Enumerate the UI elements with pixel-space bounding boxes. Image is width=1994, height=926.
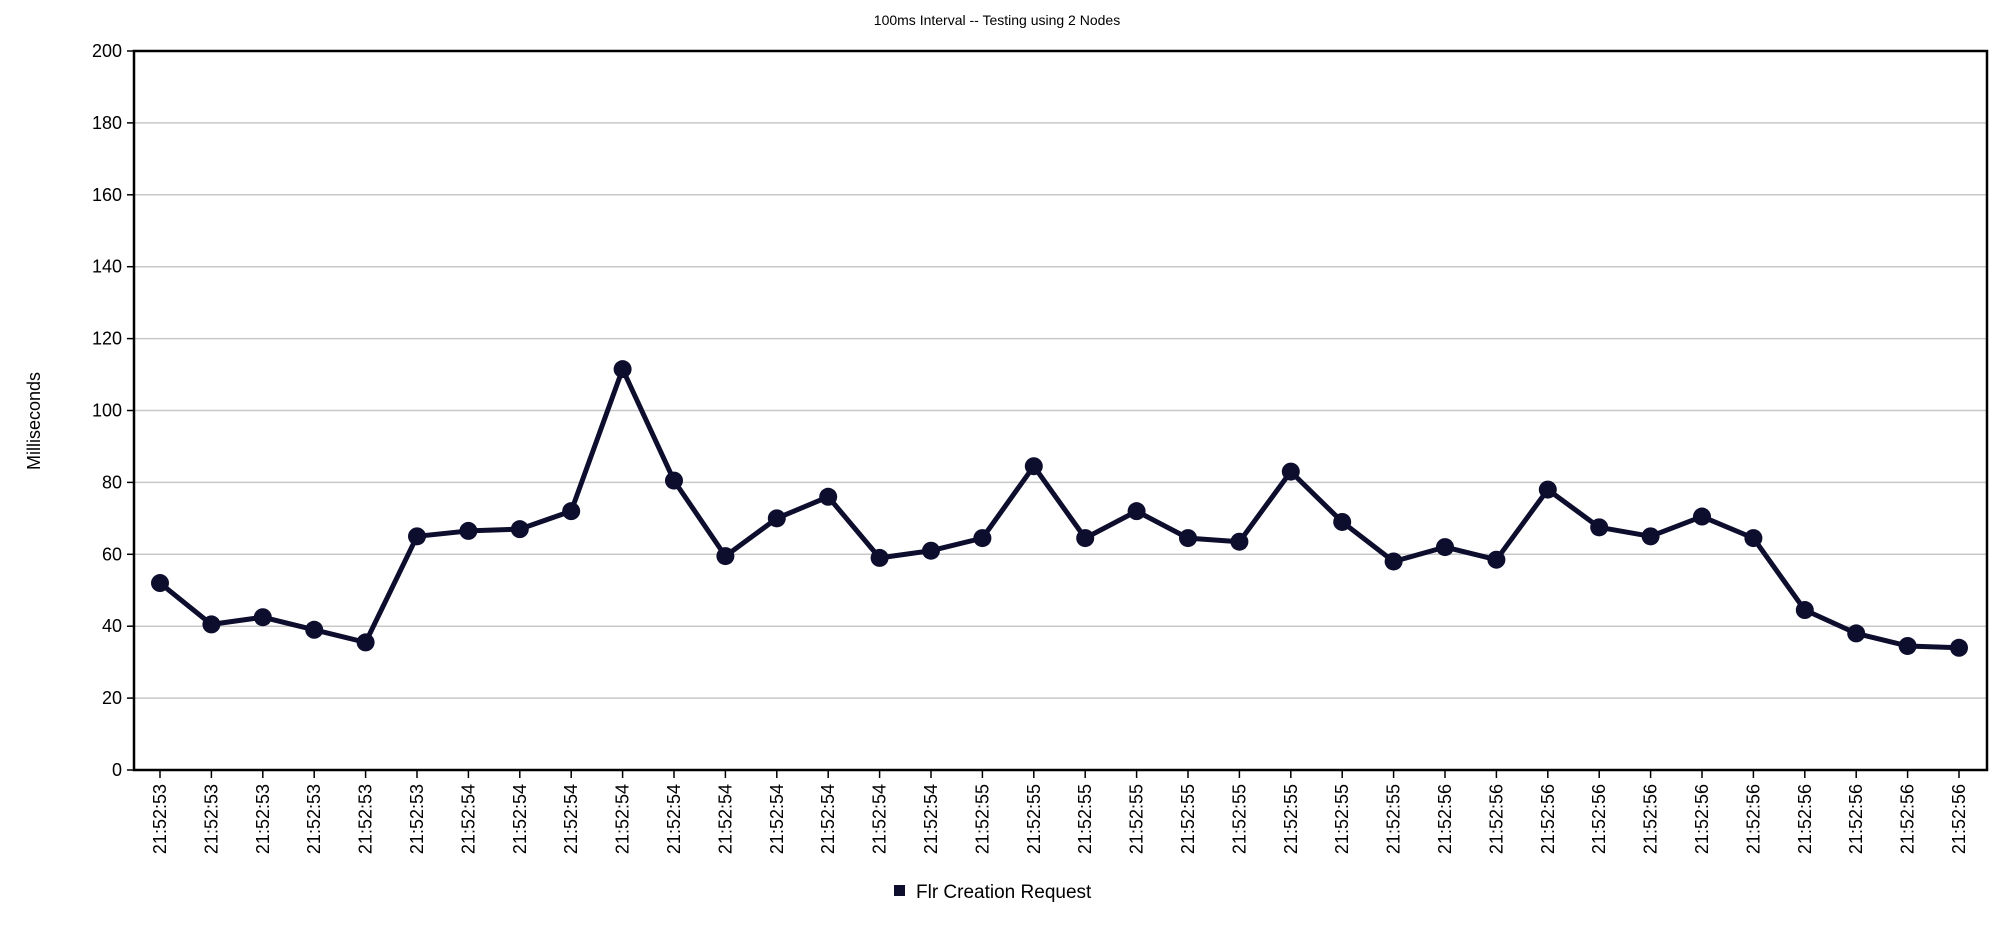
x-tick-label: 21:52:54 xyxy=(715,784,735,854)
x-tick-label: 21:52:56 xyxy=(1435,784,1455,854)
legend: Flr Creation Request xyxy=(894,882,1092,903)
data-point xyxy=(1281,462,1300,481)
data-point xyxy=(510,520,529,539)
x-tick-label: 21:52:56 xyxy=(1743,784,1763,854)
x-tick-label: 21:52:56 xyxy=(1949,784,1969,854)
data-point xyxy=(1898,636,1917,655)
x-tick-label: 21:52:55 xyxy=(1075,784,1095,854)
data-point xyxy=(151,574,169,593)
y-axis-label: Milliseconds xyxy=(24,372,44,470)
x-tick-label: 21:52:54 xyxy=(818,784,838,854)
x-tick-label: 21:52:53 xyxy=(356,784,376,854)
data-point xyxy=(1024,457,1043,476)
data-point xyxy=(356,633,375,652)
data-point xyxy=(1487,550,1506,569)
data-point xyxy=(1230,532,1249,551)
data-point xyxy=(253,608,272,627)
y-tick-label: 40 xyxy=(102,616,122,636)
data-point xyxy=(973,529,992,548)
x-tick-label: 21:52:54 xyxy=(510,784,530,854)
data-point xyxy=(767,509,786,528)
data-point xyxy=(870,548,889,567)
data-point xyxy=(819,487,838,506)
x-tick-label: 21:52:54 xyxy=(458,784,478,854)
x-tick-label: 21:52:56 xyxy=(1846,784,1866,854)
data-point xyxy=(613,360,632,379)
y-tick-label: 80 xyxy=(102,472,122,492)
y-tick-label: 0 xyxy=(112,760,122,780)
x-tick-label: 21:52:54 xyxy=(613,784,633,854)
x-tick-label: 21:52:54 xyxy=(767,784,787,854)
x-tick-label: 21:52:53 xyxy=(253,784,273,854)
x-tick-label: 21:52:56 xyxy=(1486,784,1506,854)
x-tick-label: 21:52:55 xyxy=(1229,784,1249,854)
y-tick-label: 60 xyxy=(102,544,122,564)
y-axis-ticks: 0 20 40 60 80 100 120 140 160 180 200 xyxy=(92,41,134,780)
data-point xyxy=(1950,638,1968,657)
data-point xyxy=(1795,601,1814,620)
grid-lines xyxy=(134,122,1987,699)
data-point xyxy=(562,502,581,521)
data-point xyxy=(1076,529,1095,548)
data-point xyxy=(1179,529,1197,548)
data-point xyxy=(1333,512,1352,531)
data-point xyxy=(1744,529,1763,548)
x-tick-label: 21:52:55 xyxy=(1332,784,1352,854)
y-tick-label: 20 xyxy=(102,688,122,708)
y-tick-label: 160 xyxy=(92,185,122,205)
data-point xyxy=(1847,624,1866,643)
x-tick-label: 21:52:55 xyxy=(1281,784,1301,854)
data-point xyxy=(305,620,324,639)
data-point xyxy=(1436,538,1454,557)
x-tick-label: 21:52:54 xyxy=(921,784,941,854)
data-point xyxy=(1641,527,1660,546)
data-point xyxy=(459,521,478,540)
legend-label: Flr Creation Request xyxy=(916,882,1092,903)
data-point xyxy=(1384,552,1403,571)
x-tick-label: 21:52:56 xyxy=(1589,784,1609,854)
y-tick-label: 120 xyxy=(92,329,122,349)
x-tick-label: 21:52:55 xyxy=(1024,784,1044,854)
x-tick-label: 21:52:55 xyxy=(1384,784,1404,854)
x-tick-label: 21:52:56 xyxy=(1898,784,1918,854)
data-point xyxy=(922,541,940,560)
data-point xyxy=(665,471,683,490)
x-tick-label: 21:52:53 xyxy=(407,784,427,854)
x-tick-label: 21:52:53 xyxy=(304,784,324,854)
y-tick-label: 100 xyxy=(92,401,122,421)
x-tick-label: 21:52:54 xyxy=(561,784,581,854)
data-point xyxy=(1693,507,1711,526)
y-tick-label: 200 xyxy=(92,41,122,61)
x-tick-label: 21:52:54 xyxy=(870,784,890,854)
data-point xyxy=(1538,480,1557,499)
x-axis-ticks: 21:52:53 21:52:53 21:52:53 21:52:53 21:52:53… xyxy=(150,770,1969,854)
x-tick-label: 21:52:56 xyxy=(1692,784,1712,854)
data-point xyxy=(716,547,735,566)
x-tick-label: 21:52:54 xyxy=(664,784,684,854)
x-tick-label: 21:52:55 xyxy=(1127,784,1147,854)
y-tick-label: 180 xyxy=(92,113,122,133)
y-tick-label: 140 xyxy=(92,257,122,277)
plot-frame xyxy=(132,49,1989,772)
series-group xyxy=(151,360,1968,657)
x-tick-label: 21:52:55 xyxy=(972,784,992,854)
x-tick-label: 21:52:55 xyxy=(1178,784,1198,854)
x-tick-label: 21:52:56 xyxy=(1795,784,1815,854)
x-tick-label: 21:52:56 xyxy=(1641,784,1661,854)
x-tick-label: 21:52:53 xyxy=(201,784,221,854)
data-point xyxy=(1127,502,1146,521)
chart-title: 100ms Interval -- Testing using 2 Nodes xyxy=(874,12,1120,28)
data-point xyxy=(202,615,221,634)
x-tick-label: 21:52:56 xyxy=(1538,784,1558,854)
data-point xyxy=(1590,518,1609,537)
data-point xyxy=(408,527,426,546)
legend-swatch xyxy=(894,885,905,896)
x-tick-label: 21:52:53 xyxy=(150,784,170,854)
